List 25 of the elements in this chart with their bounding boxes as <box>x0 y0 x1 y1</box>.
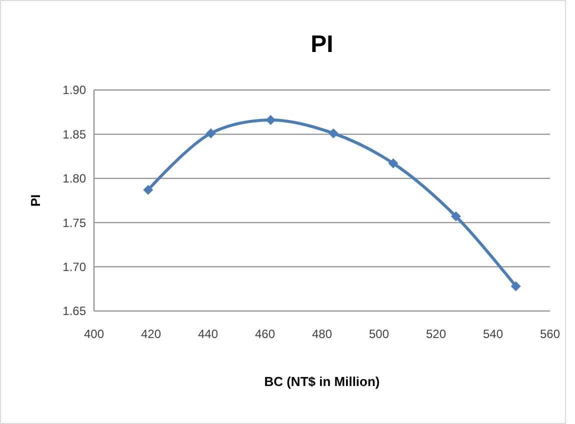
chart-title: PI <box>310 31 334 58</box>
x-axis-title: BC (NT$ in Million) <box>264 374 380 389</box>
point <box>266 115 276 126</box>
y-tick-label: 1.70 <box>62 260 86 274</box>
point <box>143 184 154 195</box>
point <box>388 158 398 168</box>
y-tick-label: 1.85 <box>62 127 86 142</box>
x-tick-label: 400 <box>84 327 104 341</box>
y-tick-label: 1.75 <box>62 216 86 230</box>
y-tick-label: 1.80 <box>62 172 86 186</box>
y-tick-label: 1.90 <box>62 83 86 98</box>
x-tick-label: 540 <box>482 327 504 341</box>
x-tick-label: 520 <box>426 327 446 341</box>
x-tick-label: 460 <box>254 327 276 341</box>
y-axis-title: PI <box>28 194 43 207</box>
y-tick-label: 1.65 <box>62 304 86 318</box>
x-tick-label: 480 <box>312 327 332 341</box>
x-tick-label: 560 <box>540 327 560 341</box>
point <box>206 128 216 138</box>
x-tick-label: 420 <box>140 327 162 341</box>
x-tick-label: 440 <box>198 327 218 341</box>
point <box>328 128 338 138</box>
point <box>450 211 461 222</box>
x-tick-label: 500 <box>368 327 390 341</box>
point <box>510 281 521 292</box>
